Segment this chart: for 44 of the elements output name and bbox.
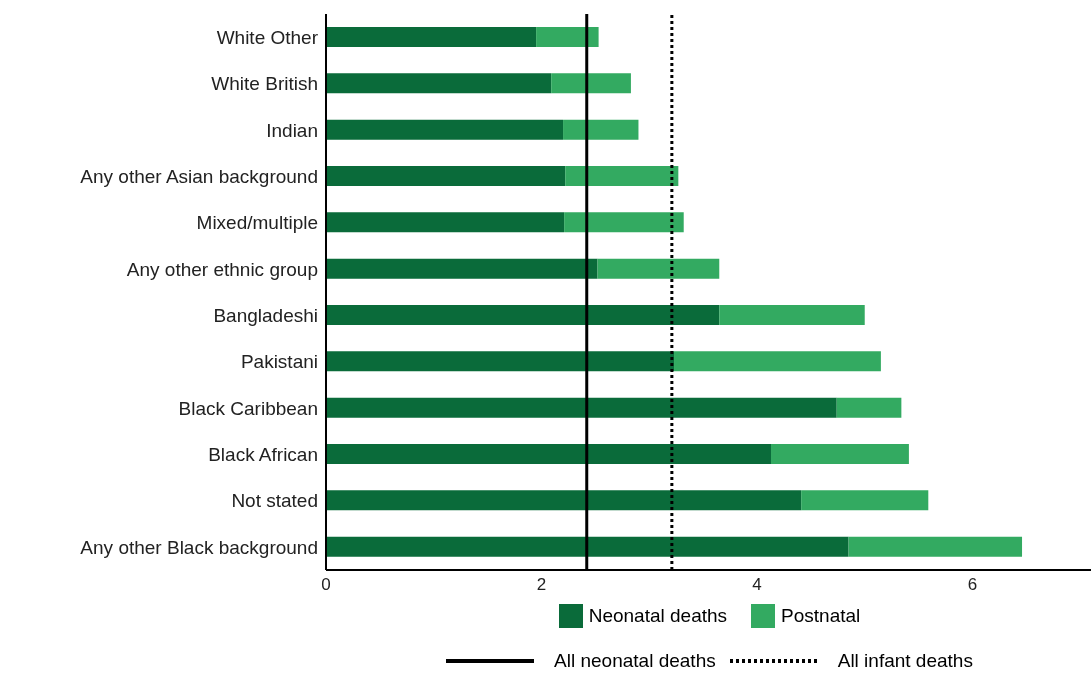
y-tick-label: Bangladeshi [213,304,318,326]
bar [326,397,837,418]
y-tick-label: Any other ethnic group [126,258,318,280]
bar [326,212,565,233]
bar [551,73,631,94]
y-tick-label: Not stated [231,490,318,512]
bar [326,443,771,464]
bar [326,258,598,279]
bar [565,165,679,186]
legend-label: Postnatal [781,605,861,627]
bar [536,26,599,47]
y-tick-label: White Other [216,26,319,48]
bar [326,165,566,186]
bar [836,397,902,418]
y-tick-label: Black African [208,443,318,465]
x-tick-label: 2 [536,575,547,595]
legend-label: Neonatal deaths [588,605,728,627]
bar [564,212,684,233]
bar [326,73,552,94]
bar [719,304,865,325]
x-tick-label: 4 [752,575,762,595]
x-tick-label: 0 [321,575,331,595]
legend-label: All neonatal deaths [554,650,716,672]
y-tick-label: Pakistani [240,351,318,373]
bar [674,351,881,372]
y-tick-label: Mixed/multiple [196,212,318,234]
bar [326,351,675,372]
y-tick-label: White British [211,73,318,95]
y-tick-label: Any other Asian background [80,165,318,187]
bar [326,119,564,140]
bar [770,443,909,464]
bar [801,490,929,511]
bar [848,536,1023,557]
bar [326,536,849,557]
y-tick-label: Any other Black background [80,536,318,558]
legend-label: All infant deaths [837,650,973,672]
bar [563,119,639,140]
y-tick-label: Indian [266,119,318,141]
bar [326,490,802,511]
bar [597,258,720,279]
x-tick-label: 6 [967,575,978,595]
bar [326,26,537,47]
bar [326,304,720,325]
y-tick-label: Black Caribbean [178,397,318,419]
